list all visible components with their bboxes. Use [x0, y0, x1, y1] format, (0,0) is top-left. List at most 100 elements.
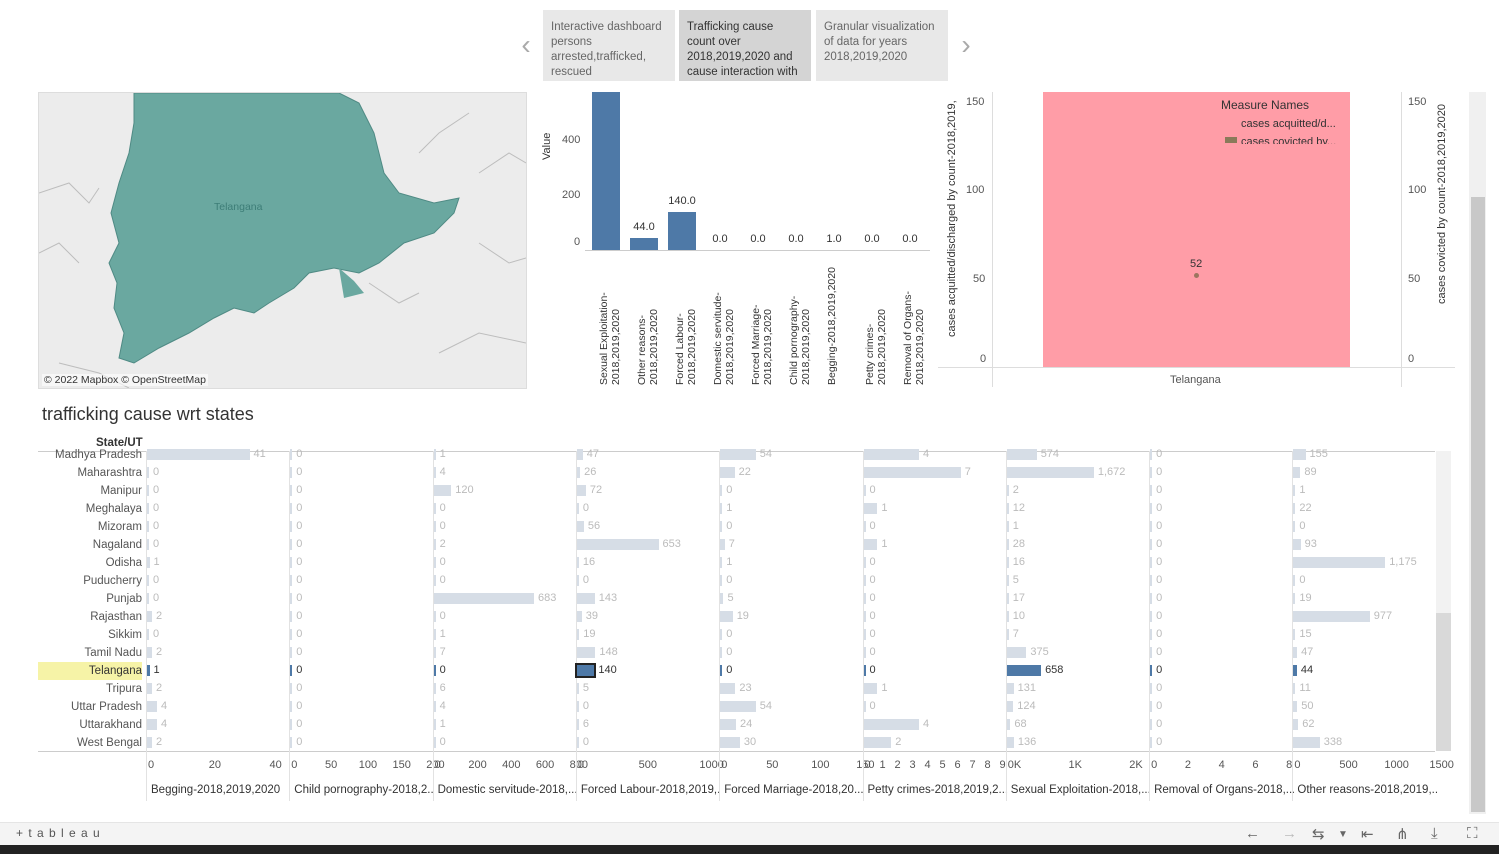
table-bar[interactable] [433, 647, 436, 658]
table-bar[interactable] [147, 665, 150, 676]
table-bar[interactable] [720, 737, 740, 748]
table-bar[interactable] [290, 485, 293, 496]
table-bar[interactable] [290, 683, 293, 694]
table-bar[interactable] [1006, 683, 1014, 694]
table-bar[interactable] [720, 647, 723, 658]
table-bar[interactable] [576, 629, 580, 640]
table-bar[interactable] [863, 575, 866, 586]
table-bar[interactable] [433, 485, 452, 496]
table-bar[interactable] [147, 539, 149, 550]
table-bar[interactable] [1006, 593, 1009, 604]
table-bar[interactable] [1006, 737, 1014, 748]
table-bar[interactable] [1293, 539, 1301, 550]
table-bar[interactable] [433, 521, 436, 532]
table-bar[interactable] [574, 663, 597, 678]
table-bar[interactable] [576, 467, 581, 478]
state-label[interactable]: Rajasthan [90, 611, 142, 623]
table-bar[interactable] [433, 611, 436, 622]
table-bar[interactable] [1006, 521, 1009, 532]
table-bar[interactable] [1293, 665, 1297, 676]
column-header[interactable]: Removal of Organs-2018,... [1154, 784, 1295, 796]
table-bar[interactable] [863, 593, 866, 604]
state-label[interactable]: Odisha [105, 557, 142, 569]
cases-data-point[interactable] [1194, 273, 1199, 278]
table-bar[interactable] [1150, 719, 1153, 730]
table-bar[interactable] [576, 737, 579, 748]
table-bar[interactable] [1293, 719, 1299, 730]
table-bar[interactable] [1293, 485, 1296, 496]
undo-icon[interactable]: ← [1245, 825, 1260, 842]
table-bar[interactable] [290, 719, 293, 730]
table-bar[interactable] [576, 719, 579, 730]
share-icon[interactable]: ⋔ [1396, 826, 1409, 843]
column-header[interactable]: Forced Marriage-2018,20... [724, 784, 864, 796]
table-bar[interactable] [1150, 629, 1153, 640]
table-bar[interactable] [576, 557, 579, 568]
table-bar[interactable] [147, 719, 157, 730]
state-label[interactable]: Maharashtra [77, 467, 142, 479]
state-label[interactable]: Puducherry [83, 575, 142, 587]
column-header[interactable]: Sexual Exploitation-2018,... [1010, 784, 1151, 796]
reset-icon[interactable]: ⇤ [1361, 826, 1374, 843]
state-label[interactable]: Manipur [100, 485, 142, 497]
table-bar[interactable] [1150, 521, 1153, 532]
table-bar[interactable] [576, 611, 582, 622]
table-bar[interactable] [1006, 467, 1094, 478]
table-bar[interactable] [1006, 503, 1009, 514]
cases-band[interactable] [1043, 92, 1350, 367]
table-bar[interactable] [433, 737, 436, 748]
table-bar[interactable] [1293, 683, 1296, 694]
table-bar[interactable] [433, 539, 436, 550]
table-bar[interactable] [720, 611, 733, 622]
table-bar[interactable] [720, 719, 736, 730]
table-bar[interactable] [863, 629, 866, 640]
state-label[interactable]: Uttar Pradesh [71, 701, 142, 713]
cause-bar[interactable] [630, 238, 658, 250]
table-bar[interactable] [147, 557, 150, 568]
table-bar[interactable] [147, 611, 152, 622]
telangana-map[interactable]: Telangana © 2022 Mapbox © OpenStreetMap [38, 92, 527, 389]
table-bar[interactable] [863, 719, 920, 730]
table-bar[interactable] [576, 593, 595, 604]
cause-bar[interactable] [668, 211, 696, 250]
table-bar[interactable] [433, 719, 436, 730]
table-bar[interactable] [720, 557, 723, 568]
table-bar[interactable] [720, 701, 756, 712]
table-bar[interactable] [147, 683, 152, 694]
table-bar[interactable] [290, 521, 293, 532]
table-bar[interactable] [863, 503, 878, 514]
cause-bar[interactable] [592, 92, 620, 250]
table-bar[interactable] [147, 737, 152, 748]
table-bar[interactable] [290, 593, 293, 604]
scrollbar-thumb[interactable] [1471, 197, 1485, 812]
story-tab-dashboard[interactable]: Interactive dashboard persons arrested,t… [543, 10, 676, 81]
download-icon[interactable]: ⤓ [1431, 825, 1438, 842]
table-bar[interactable] [1150, 503, 1153, 514]
table-bar[interactable] [720, 539, 725, 550]
table-scrollbar-thumb[interactable] [1436, 613, 1451, 751]
column-header[interactable]: Forced Labour-2018,2019,... [580, 784, 721, 796]
column-header[interactable]: Petty crimes-2018,2019,2... [867, 784, 1008, 796]
table-bar[interactable] [1293, 611, 1370, 622]
table-bar[interactable] [863, 557, 866, 568]
vertical-scrollbar[interactable] [1469, 92, 1486, 814]
table-bar[interactable] [576, 683, 579, 694]
table-bar[interactable] [1293, 521, 1296, 532]
table-bar[interactable] [433, 557, 436, 568]
table-bar[interactable] [1006, 647, 1027, 658]
table-bar[interactable] [1150, 611, 1153, 622]
table-bar[interactable] [147, 629, 149, 640]
column-header[interactable]: Child pornography-2018,2... [294, 784, 435, 796]
table-bar[interactable] [290, 701, 293, 712]
table-bar[interactable] [433, 665, 436, 676]
state-label[interactable]: Tripura [106, 683, 142, 695]
table-bar[interactable] [1150, 593, 1153, 604]
cause-bar-chart[interactable]: Sexual Exploitation-2018,2019,2020 44.0 Ot… [585, 92, 930, 392]
table-bar[interactable] [720, 665, 723, 676]
table-bar[interactable] [1006, 629, 1009, 640]
table-bar[interactable] [1150, 485, 1153, 496]
previous-story-point-icon[interactable]: ‹ [521, 29, 531, 60]
table-bar[interactable] [863, 521, 866, 532]
table-bar[interactable] [433, 575, 436, 586]
table-bar[interactable] [290, 665, 293, 676]
